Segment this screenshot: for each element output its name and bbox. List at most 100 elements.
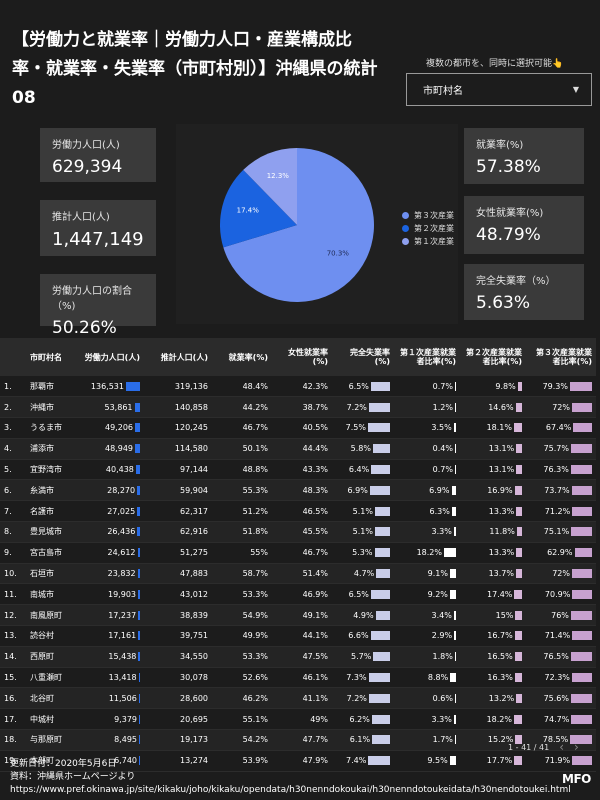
- table-cell: 46.5%: [272, 500, 332, 523]
- table-cell: 16.5%: [460, 646, 526, 668]
- cell-bar: [454, 631, 456, 641]
- cell-value: 15%: [495, 610, 514, 620]
- cell-value: 18.1%: [486, 423, 512, 433]
- column-header[interactable]: 第２次産業就業者比率(%): [460, 338, 526, 376]
- cell-bar: [368, 693, 390, 703]
- table-cell: 47,883: [144, 563, 212, 585]
- pie-slice[interactable]: [243, 148, 297, 225]
- municipality-cell: 名護市: [26, 500, 78, 523]
- legend-item: 第３次産業: [402, 209, 454, 222]
- cell-value: 49,206: [105, 423, 133, 433]
- cell-bar: [572, 506, 592, 516]
- kpi-unemployment-rate: 完全失業率（%） 5.63%: [464, 264, 584, 320]
- table-row: 18. 与那原町 8,495 19,173 54.2% 47.7% 6.1% 1.7% 15.2…: [0, 729, 596, 751]
- filter-hint: 複数の都市を、同時に選択可能👆: [426, 59, 564, 69]
- municipality-filter-dropdown[interactable]: 市町村名 ▼: [406, 73, 592, 106]
- chevron-left-icon[interactable]: ‹: [559, 740, 565, 754]
- municipality-cell: 南城市: [26, 583, 78, 606]
- cell-bar: [514, 485, 522, 495]
- cell-value: 3.4%: [431, 610, 452, 620]
- cell-bar: [135, 444, 140, 454]
- row-index: 8.: [0, 521, 26, 543]
- legend-dot: [402, 238, 409, 245]
- table-cell: 6.9%: [394, 479, 460, 502]
- cell-bar: [126, 381, 140, 391]
- cell-value: 16.3%: [487, 673, 513, 683]
- source-note: 資料：沖縄県ホームページより: [10, 772, 136, 782]
- cell-value: 6.2%: [349, 714, 370, 724]
- municipality-cell: 石垣市: [26, 563, 78, 585]
- table-cell: 18.2%: [394, 542, 460, 564]
- mfo-logo: MFO: [562, 772, 591, 786]
- cell-value: 78.5%: [542, 735, 569, 745]
- table-row: 1. 那覇市 136,531 319,136 48.4% 42.3% 6.5% 0.7% 9.8…: [0, 376, 596, 398]
- table-cell: 41.1%: [272, 687, 332, 710]
- table-cell: 45.5%: [272, 521, 332, 543]
- cell-bar: [572, 589, 592, 599]
- source-url[interactable]: https://www.pref.okinawa.jp/site/kikaku/…: [10, 785, 571, 795]
- cell-bar: [368, 402, 390, 412]
- column-header[interactable]: 第１次産業就業者比率(%): [394, 338, 460, 376]
- chevron-right-icon[interactable]: ›: [574, 740, 579, 754]
- table-cell: 73.7%: [526, 479, 596, 502]
- cell-value: 17,161: [108, 631, 137, 641]
- cell-value: 1.7%: [432, 735, 453, 745]
- table-cell: 28,270: [78, 479, 144, 502]
- column-header[interactable]: 市町村名: [26, 338, 78, 376]
- updated-date: 更新日付：2020年5月6日: [10, 759, 117, 769]
- cell-bar: [514, 652, 522, 662]
- cell-bar: [514, 673, 522, 683]
- pie-slice[interactable]: [220, 169, 297, 248]
- table-cell: 46.1%: [272, 667, 332, 689]
- cell-value: 72%: [552, 402, 570, 412]
- table-cell: 51.8%: [212, 521, 272, 543]
- industry-pie-panel: 70.3% 17.4% 12.3%: [176, 124, 458, 324]
- table-cell: 8.8%: [394, 667, 460, 689]
- cell-bar: [516, 506, 522, 516]
- table-cell: 5.3%: [332, 542, 394, 564]
- legend-label: 第２次産業: [414, 224, 454, 233]
- cell-bar: [138, 693, 140, 703]
- table-cell: 6,740: [78, 750, 144, 772]
- table-row: 14. 西原町 15,438 34,550 53.3% 47.5% 5.7% 1.8% 16.5…: [0, 646, 596, 668]
- column-header[interactable]: 労働力人口(人): [78, 338, 144, 376]
- cell-bar: [444, 548, 456, 558]
- cell-value: 62.9%: [547, 548, 573, 558]
- table-cell: 17.7%: [460, 750, 526, 772]
- pager-range: 1 - 41 / 41: [508, 742, 550, 752]
- table-cell: 14.6%: [460, 396, 526, 419]
- cell-bar: [571, 714, 592, 724]
- table-cell: 19,173: [144, 729, 212, 751]
- column-header[interactable]: [0, 338, 26, 376]
- table-cell: 46.9%: [272, 583, 332, 606]
- cell-value: 17,237: [108, 610, 137, 620]
- cell-value: 6.5%: [348, 381, 369, 391]
- cell-bar: [455, 693, 456, 703]
- kpi-labor-ratio: 労働力人口の割合（%) 50.26%: [40, 274, 156, 338]
- cell-value: 40,438: [105, 465, 134, 475]
- cell-value: 6.6%: [348, 631, 369, 641]
- municipality-cell: うるま市: [26, 417, 78, 439]
- pie-slice[interactable]: [223, 148, 374, 302]
- cell-value: 6.4%: [348, 465, 370, 475]
- pie-value-label: 12.3%: [267, 172, 290, 180]
- table-cell: 17,237: [78, 604, 144, 627]
- table-cell: 20,695: [144, 708, 212, 731]
- cell-value: 71.4%: [544, 631, 571, 641]
- cell-value: 7.2%: [346, 693, 367, 703]
- table-cell: 38.7%: [272, 396, 332, 419]
- table-cell: 39,751: [144, 625, 212, 647]
- table-cell: 40.5%: [272, 417, 332, 439]
- cell-bar: [571, 444, 592, 454]
- cell-value: 0.7%: [432, 465, 453, 475]
- column-header[interactable]: 女性就業率(%): [272, 338, 332, 376]
- municipality-cell: 北谷町: [26, 687, 78, 710]
- cell-value: 9.8%: [495, 381, 516, 391]
- table-cell: 75.6%: [526, 687, 596, 710]
- cell-value: 5.3%: [352, 548, 373, 558]
- table-cell: 62,916: [144, 521, 212, 543]
- column-header[interactable]: 完全失業率(%): [332, 338, 394, 376]
- column-header[interactable]: 第３次産業就業者比率(%): [526, 338, 596, 376]
- column-header[interactable]: 推計人口(人): [144, 338, 212, 376]
- column-header[interactable]: 就業率(%): [212, 338, 272, 376]
